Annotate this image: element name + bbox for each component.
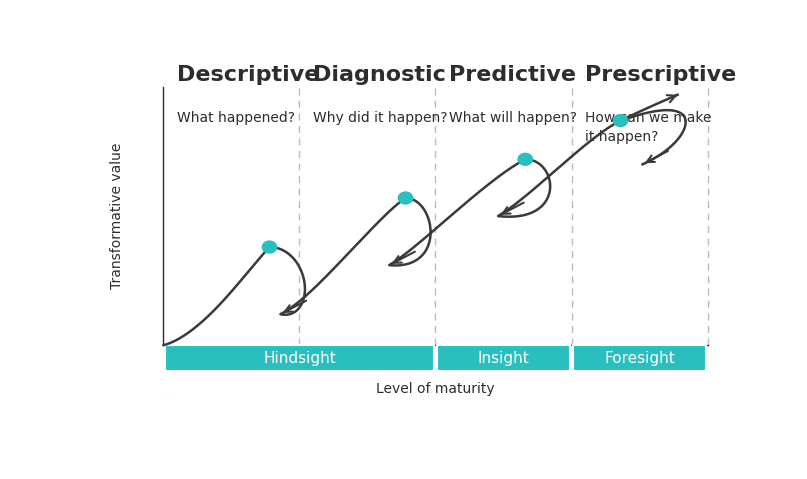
Ellipse shape bbox=[613, 114, 629, 127]
Text: Descriptive: Descriptive bbox=[177, 65, 320, 85]
Text: Insight: Insight bbox=[478, 351, 529, 365]
Text: Diagnostic: Diagnostic bbox=[313, 65, 446, 85]
Text: What happened?: What happened? bbox=[177, 111, 295, 125]
Text: Prescriptive: Prescriptive bbox=[585, 65, 736, 85]
Text: What will happen?: What will happen? bbox=[449, 111, 577, 125]
Ellipse shape bbox=[261, 240, 278, 254]
Bar bbox=[574, 345, 705, 371]
Bar bbox=[437, 345, 570, 371]
Text: Predictive: Predictive bbox=[449, 65, 576, 85]
Text: Foresight: Foresight bbox=[604, 351, 675, 365]
Ellipse shape bbox=[398, 192, 413, 205]
Text: Transformative value: Transformative value bbox=[110, 143, 123, 289]
Bar bbox=[165, 345, 433, 371]
Text: Why did it happen?: Why did it happen? bbox=[313, 111, 448, 125]
Ellipse shape bbox=[517, 153, 533, 166]
Text: Level of maturity: Level of maturity bbox=[376, 382, 495, 397]
Text: Hindsight: Hindsight bbox=[263, 351, 336, 365]
Text: How can we make
it happen?: How can we make it happen? bbox=[585, 111, 712, 145]
